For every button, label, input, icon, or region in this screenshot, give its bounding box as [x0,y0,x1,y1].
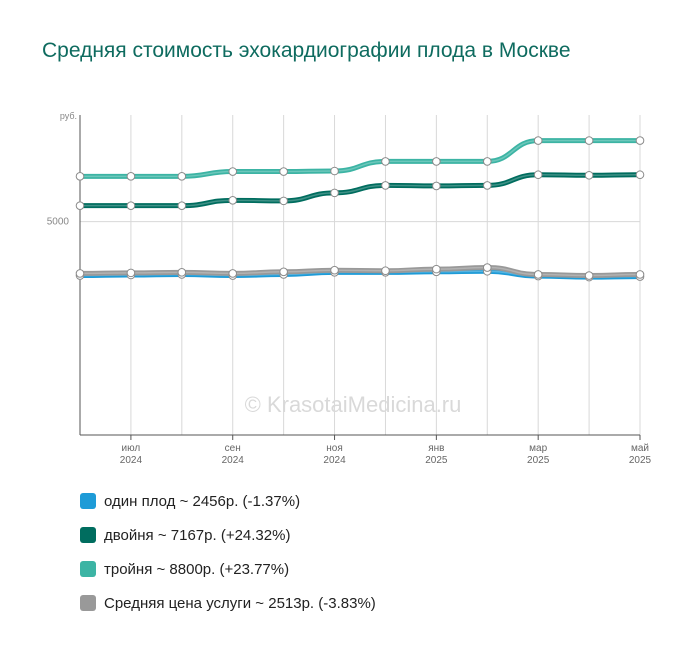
line-chart: © KrasotaiMedicina.ru руб.5000июл2024сен… [47,111,652,466]
x-tick-label-year: 2025 [527,455,550,466]
x-tick-label-month: мар [529,443,547,454]
data-point-twins[interactable] [279,196,288,206]
x-tick-label-year: 2025 [629,455,652,466]
data-point-triplets[interactable] [126,172,136,181]
y-tick-label: 5000 [47,217,70,228]
series-line-triplets [77,138,643,179]
x-tick-label-year: 2024 [323,455,346,466]
series-group [75,136,645,282]
x-tick-label-month: май [631,443,649,454]
legend-swatch [80,561,96,577]
data-point-average[interactable] [381,266,390,276]
data-point-triplets[interactable] [177,172,187,181]
data-point-twins[interactable] [228,196,238,205]
data-point-average[interactable] [75,269,85,278]
data-point-triplets[interactable] [75,172,85,181]
data-point-triplets[interactable] [482,157,492,166]
legend-item-average[interactable]: Средняя цена услуги ~ 2513р. (-3.83%) [80,586,376,620]
x-tick-label-month: сен [225,443,241,454]
data-point-average[interactable] [279,267,288,277]
legend-swatch [80,595,96,611]
series-average [75,263,645,280]
chart-title: Средняя стоимость эхокардиографии плода … [42,39,571,62]
data-point-average[interactable] [177,268,187,277]
data-point-triplets[interactable] [533,136,543,145]
legend-label: тройня ~ 8800р. (+23.77%) [104,560,290,578]
data-point-average[interactable] [126,268,136,278]
x-tick-label-month: июл [122,443,141,454]
x-tick-label-year: 2025 [425,455,448,466]
legend-swatch [80,493,96,509]
data-point-average[interactable] [330,265,339,275]
data-point-twins[interactable] [381,181,390,190]
legend-item-one[interactable]: один плод ~ 2456р. (-1.37%) [80,484,376,518]
data-point-twins[interactable] [126,201,136,210]
series-line-highlight-triplets [80,139,640,178]
data-point-twins[interactable] [432,181,441,191]
data-point-twins[interactable] [75,201,85,210]
x-tick-label-month: ноя [326,443,343,454]
data-point-twins[interactable] [330,188,339,198]
data-point-average[interactable] [635,270,645,279]
x-tick-label-year: 2024 [120,455,143,466]
legend-label: двойня ~ 7167р. (+24.32%) [104,526,291,544]
legend-label: Средняя цена услуги ~ 2513р. (-3.83%) [104,594,376,612]
data-point-triplets[interactable] [330,166,339,176]
axes: руб.5000июл2024сен2024ноя2024янв2025мар2… [47,111,652,466]
data-point-twins[interactable] [482,181,492,190]
data-point-triplets[interactable] [635,136,645,145]
series-line-highlight-average [79,266,641,277]
data-point-average[interactable] [228,269,238,278]
data-point-triplets[interactable] [584,136,594,145]
series-line-twins [77,172,643,209]
watermark: © KrasotaiMedicina.ru [245,392,462,417]
data-point-average[interactable] [533,270,543,279]
series-twins [75,170,645,210]
x-tick-label-year: 2024 [222,455,245,466]
series-line-average [77,265,643,279]
series-line-highlight-twins [80,173,641,207]
legend-label: один плод ~ 2456р. (-1.37%) [104,492,301,510]
data-point-triplets[interactable] [381,157,390,166]
data-point-triplets[interactable] [432,157,441,166]
legend-item-triplets[interactable]: тройня ~ 8800р. (+23.77%) [80,552,376,586]
data-point-twins[interactable] [177,201,187,210]
x-tick-label-month: янв [428,443,444,454]
legend-item-twins[interactable]: двойня ~ 7167р. (+24.32%) [80,518,376,552]
data-point-twins[interactable] [533,170,543,180]
data-point-twins[interactable] [584,170,594,180]
legend-swatch [80,527,96,543]
legend: один плод ~ 2456р. (-1.37%) двойня ~ 7167… [80,484,376,620]
data-point-average[interactable] [432,264,441,274]
data-point-twins[interactable] [635,170,645,180]
data-point-average[interactable] [584,271,594,280]
data-point-average[interactable] [482,263,492,272]
y-axis-label: руб. [60,111,77,121]
data-point-triplets[interactable] [279,167,288,176]
series-triplets [75,136,645,181]
data-point-triplets[interactable] [228,167,238,176]
